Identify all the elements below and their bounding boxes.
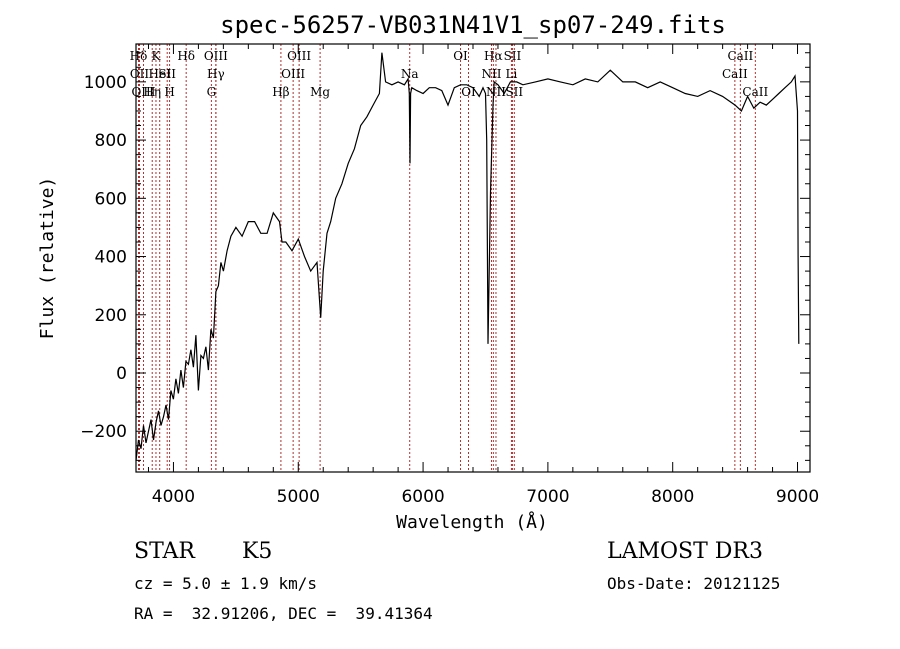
- x-tick-label-3: 7000: [526, 487, 569, 507]
- x-tick-label-2: 6000: [401, 487, 444, 507]
- y-tick-label-4: 600: [95, 189, 127, 209]
- ra-dec-coordinates: RA = 32.91206, DEC = 39.41364: [134, 604, 433, 623]
- survey-name: LAMOST DR3: [607, 539, 763, 564]
- line-label-13: OIII: [287, 49, 311, 63]
- chart-title: spec-56257-VB031N41V1_sp07-249.fits: [220, 11, 726, 39]
- x-tick-label-4: 8000: [651, 487, 694, 507]
- y-tick-label-3: 400: [95, 248, 127, 268]
- redshift-velocity: cz = 5.0 ± 1.9 km/s: [134, 574, 318, 593]
- line-label-7: H: [164, 85, 174, 99]
- line-label-2: OIII: [131, 85, 155, 99]
- line-label-21: NII: [481, 67, 501, 81]
- x-axis: 4000 5000 6000 7000 8000 9000: [147, 44, 819, 507]
- line-label-14: OIII: [281, 67, 305, 81]
- line-label-18: OI: [461, 85, 476, 99]
- y-tick-label-1: 0: [116, 364, 127, 384]
- line-label-1: OII: [130, 67, 150, 81]
- line-label-11: G: [207, 85, 217, 99]
- x-tick-label-5: 9000: [776, 487, 819, 507]
- line-label-5: Hη: [143, 85, 161, 99]
- line-label-6: SII: [158, 67, 176, 81]
- line-label-8: Hδ: [177, 49, 195, 63]
- line-label-17: OI: [453, 49, 468, 63]
- line-label-16: Na: [401, 67, 419, 81]
- line-label-25: CaII: [727, 49, 753, 63]
- line-label-10: Hγ: [207, 67, 225, 81]
- x-axis-label: Wavelength (Å): [396, 511, 548, 533]
- line-label-0: Hδ: [130, 49, 148, 63]
- y-axis: −200 0 200 400 600 800 1000: [80, 52, 810, 461]
- y-tick-label-2: 200: [95, 306, 127, 326]
- spectral-line-markers: [137, 44, 756, 472]
- line-label-3: K: [151, 49, 161, 63]
- y-axis-label: Flux (relative): [37, 177, 58, 340]
- object-subclass: K5: [242, 539, 273, 564]
- line-label-23: NII: [486, 85, 506, 99]
- line-label-15: Mg: [310, 85, 330, 99]
- y-tick-label-0: −200: [80, 422, 127, 442]
- line-label-4: HeI: [149, 67, 172, 81]
- line-label-19: Hα: [484, 49, 503, 63]
- spectrum-series: [135, 52, 800, 461]
- line-label-9: OIII: [204, 49, 228, 63]
- spectral-line-labels: Hδ OII OIII K HeI Hη SII H Hδ OIII Hγ G Hβ OIII OIII Mg…: [130, 49, 769, 99]
- line-label-22: Li: [506, 67, 518, 81]
- x-tick-label-1: 5000: [277, 487, 320, 507]
- line-label-26: CaII: [722, 67, 748, 81]
- line-label-27: CaII: [742, 85, 768, 99]
- y-tick-label-5: 800: [95, 131, 127, 151]
- y-tick-label-6: 1000: [84, 73, 127, 93]
- x-tick-label-0: 4000: [152, 487, 195, 507]
- observation-date: Obs-Date: 20121125: [607, 574, 781, 593]
- plot-frame: [135, 43, 811, 473]
- object-class: STAR: [134, 539, 195, 564]
- line-label-12: Hβ: [272, 85, 289, 99]
- line-label-20: SII: [504, 49, 522, 63]
- line-label-24: SII: [505, 85, 523, 99]
